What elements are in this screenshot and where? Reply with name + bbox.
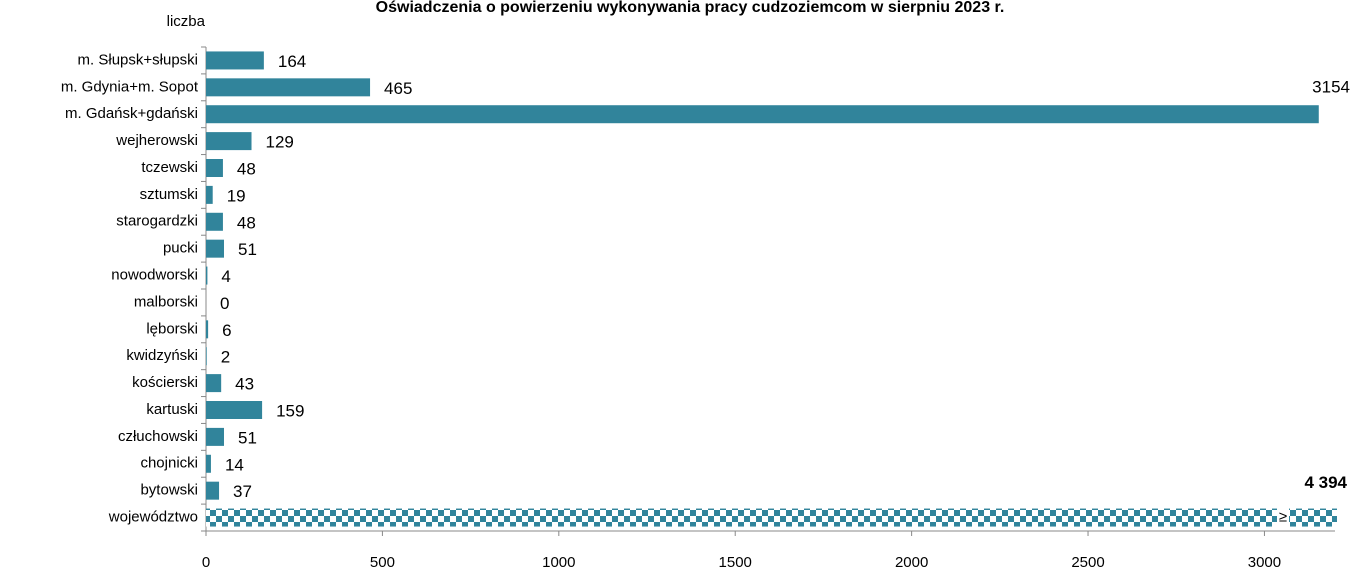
y-tick-label: lęborski — [146, 320, 198, 337]
value-label: 0 — [220, 294, 229, 313]
bar — [206, 427, 224, 446]
bar — [206, 51, 264, 70]
bar — [206, 105, 1319, 124]
x-tick-label: 2000 — [895, 554, 928, 571]
y-tick-label: pucki — [163, 240, 198, 257]
x-tick-label: 3000 — [1248, 554, 1281, 571]
bar — [206, 347, 207, 366]
bar — [206, 481, 220, 500]
bar — [206, 159, 223, 177]
bar — [206, 78, 371, 97]
value-label: 43 — [235, 375, 254, 394]
x-tick-label: 0 — [202, 554, 210, 571]
y-tick-label: m. Gdynia+m. Sopot — [61, 78, 199, 95]
bar — [206, 454, 211, 473]
value-label: 37 — [233, 482, 252, 501]
x-tick-label: 1000 — [542, 554, 575, 571]
bar — [206, 374, 222, 393]
x-tick-label: 2500 — [1071, 554, 1104, 571]
y-tick-label: malborski — [134, 293, 198, 310]
value-label: 6 — [222, 321, 231, 340]
value-label: 2 — [221, 348, 230, 367]
value-label: 51 — [238, 240, 257, 259]
bar — [206, 508, 1337, 527]
bar — [206, 239, 224, 258]
y-tick-label: kościerski — [132, 374, 198, 391]
value-label: 48 — [237, 213, 256, 232]
value-label: 19 — [227, 186, 246, 205]
axis-title: liczba — [167, 13, 206, 30]
value-label: 159 — [276, 401, 304, 420]
y-tick-label: sztumski — [140, 186, 198, 203]
axis-break — [1277, 507, 1289, 528]
y-tick-label: kwidzyński — [126, 347, 198, 364]
value-label: 4 394 — [1304, 473, 1347, 492]
axis-break-symbol: ≥ — [1279, 509, 1287, 526]
y-tick-label: m. Gdańsk+gdański — [65, 105, 198, 122]
x-tick-label: 1500 — [719, 554, 752, 571]
y-tick-label: starogardzki — [116, 213, 198, 230]
y-tick-label: kartuski — [146, 401, 198, 418]
y-tick-label: chojnicki — [140, 455, 198, 472]
y-tick-label: województwo — [108, 509, 198, 526]
y-tick-label: bytowski — [140, 482, 198, 499]
bar — [206, 132, 252, 151]
y-tick-label: wejherowski — [115, 132, 198, 149]
bar — [206, 212, 223, 231]
value-label: 4 — [221, 267, 230, 286]
value-label: 3154 — [1312, 78, 1350, 97]
value-label: 48 — [237, 159, 256, 178]
value-label: 164 — [278, 52, 306, 71]
value-label: 51 — [238, 428, 257, 447]
bar — [206, 185, 213, 204]
x-tick-label: 500 — [370, 554, 395, 571]
bar — [206, 320, 209, 339]
y-tick-label: m. Słupsk+słupski — [78, 51, 198, 68]
y-tick-label: tczewski — [141, 159, 198, 176]
chart-title: Oświadczenia o powierzeniu wykonywania p… — [376, 0, 1005, 16]
bar — [206, 401, 263, 419]
value-label: 129 — [266, 133, 294, 152]
value-label: 14 — [225, 455, 244, 474]
y-tick-label: człuchowski — [118, 428, 198, 445]
y-tick-label: nowodworski — [111, 267, 198, 284]
bar — [206, 266, 208, 285]
value-label: 465 — [384, 79, 412, 98]
